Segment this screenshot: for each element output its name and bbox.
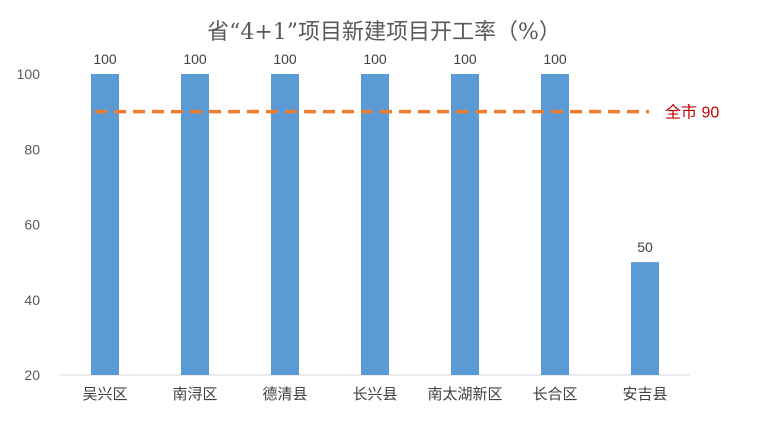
- bar: [91, 74, 119, 375]
- data-label: 100: [543, 51, 567, 67]
- data-label: 100: [183, 51, 207, 67]
- category-label: 安吉县: [622, 385, 667, 403]
- bar: [181, 74, 209, 375]
- bar: [361, 74, 389, 375]
- y-tick-label: 80: [24, 141, 40, 157]
- category-label: 南太湖新区: [427, 385, 502, 403]
- y-tick-label: 40: [24, 292, 40, 308]
- category-label: 长合区: [532, 385, 577, 403]
- category-label: 南浔区: [172, 385, 217, 403]
- category-label: 吴兴区: [82, 385, 127, 403]
- y-tick-label: 100: [17, 66, 41, 82]
- y-tick-label: 20: [24, 367, 40, 383]
- data-label: 100: [273, 51, 297, 67]
- reference-line-label: 全市 90: [665, 104, 719, 122]
- bar: [631, 262, 659, 375]
- data-label: 100: [363, 51, 387, 67]
- bar: [451, 74, 479, 375]
- data-label: 50: [637, 239, 653, 255]
- chart-title: 省“4+1”项目新建项目开工率（%）: [207, 20, 561, 45]
- bar: [541, 74, 569, 375]
- data-label: 100: [453, 51, 477, 67]
- bar: [271, 74, 299, 375]
- category-label: 长兴县: [352, 385, 397, 403]
- y-tick-label: 60: [24, 217, 40, 233]
- data-label: 100: [93, 51, 117, 67]
- category-label: 德清县: [262, 385, 307, 403]
